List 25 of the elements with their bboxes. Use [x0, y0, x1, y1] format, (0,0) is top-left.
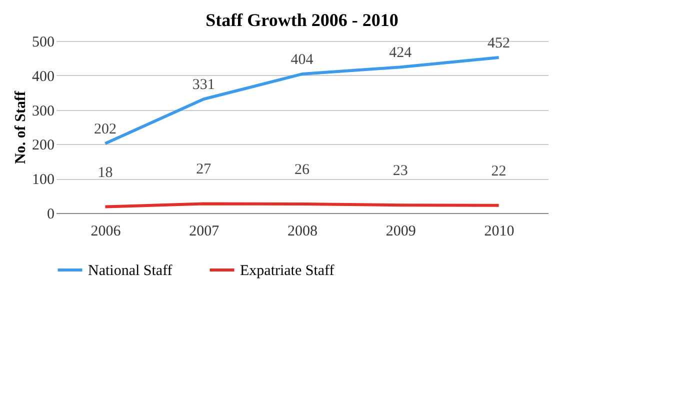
x-tick-label: 2010	[484, 224, 514, 240]
x-tick-label: 2007	[189, 224, 220, 240]
y-tick-label: 400	[32, 68, 54, 85]
x-tick-label: 2008	[288, 224, 318, 240]
data-label: 18	[98, 164, 113, 181]
data-label: 424	[389, 45, 412, 62]
data-label: 22	[491, 163, 506, 180]
data-label: 202	[94, 122, 116, 138]
data-label: 452	[488, 36, 510, 52]
legend-label: National Staff	[88, 263, 172, 279]
x-tick-label: 2009	[386, 224, 416, 240]
y-tick-label: 100	[32, 172, 54, 188]
data-label: 23	[392, 163, 408, 180]
data-label: 404	[290, 52, 314, 68]
y-tick-label: 500	[32, 34, 54, 50]
y-tick-label: 0	[47, 206, 54, 222]
y-tick-label: 300	[32, 103, 54, 120]
data-label: 331	[192, 77, 215, 94]
x-tick-label: 2006	[90, 224, 122, 240]
chart-title: Staff Growth 2006 - 2010	[206, 10, 398, 30]
y-axis-title: No. of Staff	[13, 90, 29, 164]
data-label: 27	[196, 162, 212, 178]
data-label: 26	[294, 162, 310, 178]
y-tick-label: 200	[32, 138, 54, 154]
legend-label: Expatriate Staff	[240, 263, 334, 279]
